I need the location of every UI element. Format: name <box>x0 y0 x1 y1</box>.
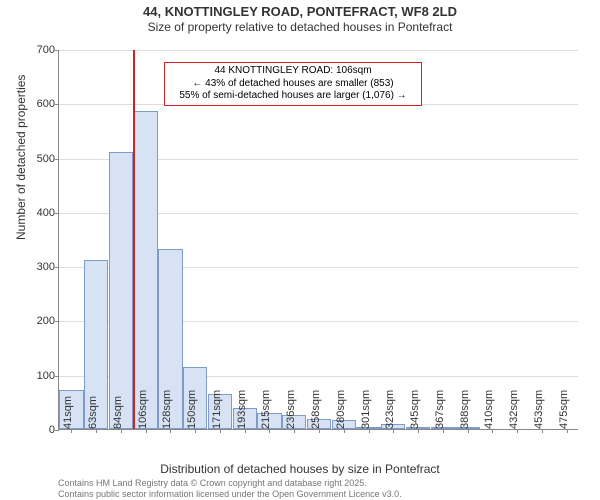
y-tick-label: 100 <box>29 370 55 382</box>
annotation-box: 44 KNOTTINGLEY ROAD: 106sqm← 43% of deta… <box>164 62 422 106</box>
y-tick-mark <box>55 321 59 322</box>
y-tick-mark <box>55 267 59 268</box>
reference-line <box>133 50 135 429</box>
x-tick-mark <box>369 429 370 433</box>
bar <box>109 152 133 429</box>
y-tick-mark <box>55 213 59 214</box>
x-tick-label: 367sqm <box>434 390 446 429</box>
y-axis-label: Number of detached properties <box>14 75 28 240</box>
x-tick-label: 475sqm <box>558 390 570 429</box>
x-tick-label: 280sqm <box>335 390 347 429</box>
x-tick-label: 193sqm <box>236 390 248 429</box>
plot-area: 010020030040050060070041sqm63sqm84sqm106… <box>58 50 578 430</box>
y-tick-label: 400 <box>29 207 55 219</box>
y-tick-label: 0 <box>29 424 55 436</box>
x-tick-mark <box>96 429 97 433</box>
y-tick-label: 700 <box>29 44 55 56</box>
y-tick-label: 600 <box>29 98 55 110</box>
x-tick-mark <box>220 429 221 433</box>
x-tick-label: 410sqm <box>483 390 495 429</box>
bar <box>134 111 158 429</box>
x-tick-mark <box>567 429 568 433</box>
y-tick-mark <box>55 50 59 51</box>
x-tick-mark <box>245 429 246 433</box>
chart-plot: 010020030040050060070041sqm63sqm84sqm106… <box>58 50 578 430</box>
x-tick-label: 345sqm <box>409 390 421 429</box>
x-tick-label: 171sqm <box>211 390 223 429</box>
x-tick-mark <box>319 429 320 433</box>
x-tick-mark <box>294 429 295 433</box>
x-tick-label: 106sqm <box>137 390 149 429</box>
x-tick-label: 41sqm <box>62 396 74 429</box>
title-main: 44, KNOTTINGLEY ROAD, PONTEFRACT, WF8 2L… <box>0 4 600 19</box>
annotation-line: 44 KNOTTINGLEY ROAD: 106sqm <box>171 65 415 78</box>
y-tick-mark <box>55 159 59 160</box>
footer-line-2: Contains public sector information licen… <box>58 489 402 499</box>
x-tick-label: 150sqm <box>186 390 198 429</box>
x-tick-mark <box>418 429 419 433</box>
x-tick-label: 388sqm <box>459 390 471 429</box>
x-tick-label: 453sqm <box>533 390 545 429</box>
x-tick-label: 323sqm <box>384 390 396 429</box>
title-block: 44, KNOTTINGLEY ROAD, PONTEFRACT, WF8 2L… <box>0 0 600 34</box>
footer-line-1: Contains HM Land Registry data © Crown c… <box>58 478 402 488</box>
x-tick-label: 432sqm <box>508 390 520 429</box>
x-tick-label: 84sqm <box>112 396 124 429</box>
x-tick-mark <box>269 429 270 433</box>
x-tick-mark <box>170 429 171 433</box>
title-sub: Size of property relative to detached ho… <box>0 20 600 34</box>
x-tick-mark <box>121 429 122 433</box>
x-tick-label: 236sqm <box>285 390 297 429</box>
x-tick-mark <box>542 429 543 433</box>
x-tick-label: 258sqm <box>310 390 322 429</box>
x-tick-mark <box>393 429 394 433</box>
x-tick-mark <box>443 429 444 433</box>
x-tick-mark <box>146 429 147 433</box>
x-axis-label: Distribution of detached houses by size … <box>0 462 600 476</box>
gridline <box>59 50 578 51</box>
footer-attribution: Contains HM Land Registry data © Crown c… <box>58 478 402 499</box>
x-tick-mark <box>344 429 345 433</box>
x-tick-mark <box>71 429 72 433</box>
x-tick-mark <box>492 429 493 433</box>
y-tick-mark <box>55 104 59 105</box>
y-tick-label: 500 <box>29 153 55 165</box>
x-tick-mark <box>468 429 469 433</box>
x-tick-mark <box>195 429 196 433</box>
x-tick-label: 301sqm <box>360 390 372 429</box>
y-tick-label: 200 <box>29 315 55 327</box>
y-tick-mark <box>55 430 59 431</box>
y-tick-label: 300 <box>29 261 55 273</box>
chart-container: 44, KNOTTINGLEY ROAD, PONTEFRACT, WF8 2L… <box>0 0 600 500</box>
annotation-line: ← 43% of detached houses are smaller (85… <box>171 78 415 91</box>
y-tick-mark <box>55 376 59 377</box>
x-tick-label: 63sqm <box>87 396 99 429</box>
x-tick-label: 215sqm <box>260 390 272 429</box>
x-tick-label: 128sqm <box>161 390 173 429</box>
annotation-line: 55% of semi-detached houses are larger (… <box>171 90 415 103</box>
x-tick-mark <box>517 429 518 433</box>
